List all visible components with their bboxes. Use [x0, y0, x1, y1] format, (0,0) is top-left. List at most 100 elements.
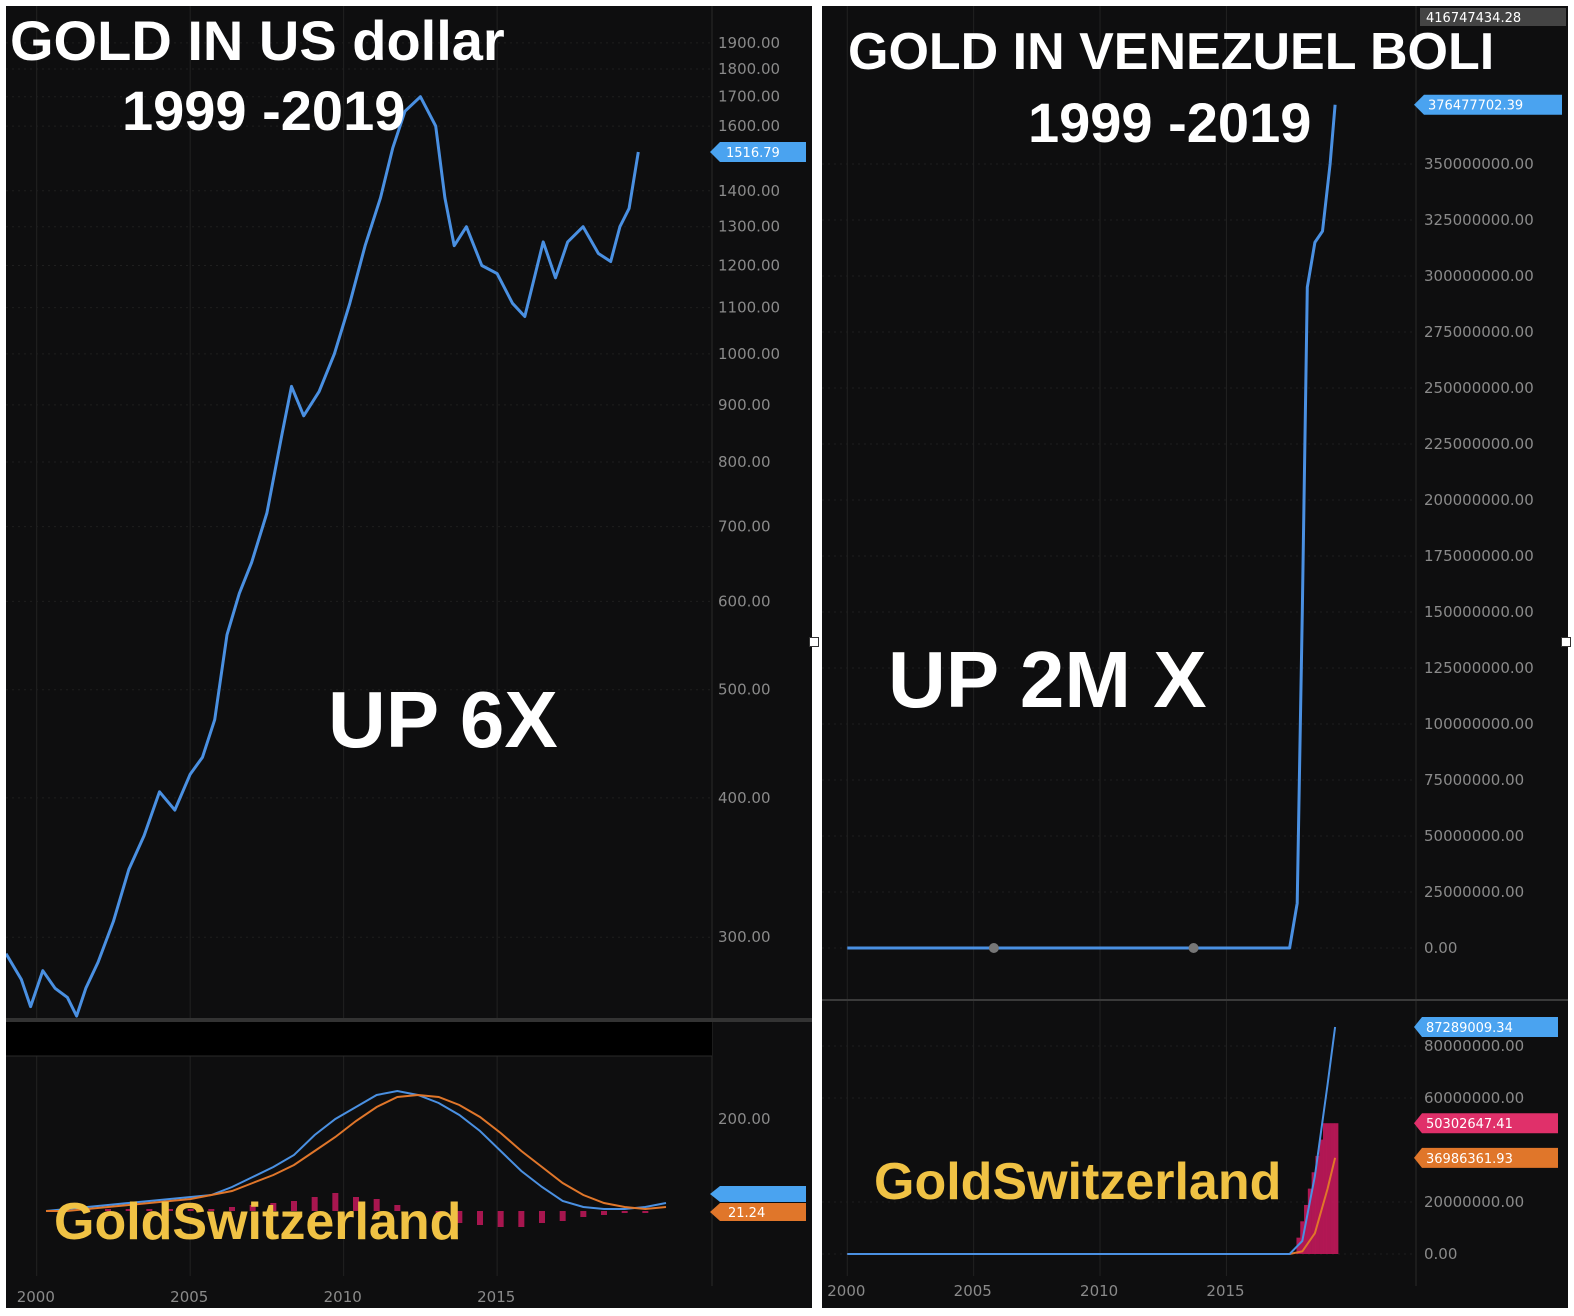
y-tick-label: 300000000.00 — [1424, 267, 1534, 285]
indicator-label: 36986361.93 — [1426, 1152, 1513, 1167]
histogram-bar — [559, 1211, 566, 1221]
y-tick-label: 1100.00 — [718, 299, 780, 317]
y-tick-label: 325000000.00 — [1424, 211, 1534, 229]
top-value-label: 416747434.28 — [1426, 11, 1521, 26]
histogram-bar — [1323, 1123, 1328, 1254]
indicator-badge — [710, 1186, 806, 1202]
vef-gold-chart-panel: 350000000.00 325000000.00 300000000.00 2750… — [822, 6, 1568, 1308]
indicator-label: 50302647.41 — [1426, 1117, 1513, 1132]
y-tick-label: 100000000.00 — [1424, 715, 1534, 733]
histogram-bar — [311, 1197, 318, 1211]
y-tick-label: 0.00 — [1424, 939, 1457, 957]
y-tick-label: 250000000.00 — [1424, 379, 1534, 397]
y-tick-label: 1000.00 — [718, 345, 780, 363]
macd-line — [847, 1026, 1337, 1255]
histogram-bar — [353, 1197, 359, 1211]
histogram-bar — [1315, 1155, 1320, 1254]
indicator-label: 21.24 — [728, 1206, 765, 1221]
usd-gold-chart: 1900.00 1800.00 1700.00 1600.00 1400.00 1300.… — [6, 6, 812, 1306]
histogram-bar — [1311, 1172, 1316, 1254]
indicator-y-tick: 80000000.00 — [1424, 1037, 1524, 1055]
vef-chart-title: GOLD IN VENEZUEL BOLI — [848, 23, 1495, 81]
data-point-marker — [1188, 943, 1199, 953]
histogram-bar — [105, 1209, 111, 1211]
y-tick-label: 200000000.00 — [1424, 491, 1534, 509]
vef-chart-subtitle: 1999 -2019 — [1028, 91, 1312, 154]
indicator-badge — [1414, 1113, 1558, 1134]
price-line — [6, 95, 640, 1018]
y-tick-label: 1700.00 — [718, 88, 780, 106]
histogram-bar — [1334, 1123, 1339, 1254]
histogram-bar — [394, 1205, 401, 1211]
usd-gold-chart-panel: 1900.00 1800.00 1700.00 1600.00 1400.00 1300.… — [6, 6, 812, 1308]
histogram-bar — [601, 1211, 607, 1215]
indicator-y-tick: 200.00 — [718, 1110, 771, 1128]
histogram-bar — [270, 1203, 277, 1211]
x-tick-label: 2000 — [827, 1282, 865, 1300]
x-tick-label: 2005 — [170, 1288, 208, 1306]
histogram-bar — [229, 1207, 235, 1211]
histogram-bar — [456, 1211, 463, 1223]
x-tick-label: 2015 — [477, 1288, 515, 1306]
y-tick-label: 1200.00 — [718, 256, 780, 274]
y-tick-label: 1400.00 — [718, 182, 780, 200]
x-tick-label: 2015 — [1206, 1282, 1244, 1300]
pane-divider — [6, 1018, 812, 1022]
last-price-badge — [1414, 94, 1562, 115]
y-tick-label: 75000000.00 — [1424, 771, 1524, 789]
indicator-badge — [710, 1203, 806, 1221]
macd-line — [45, 1089, 667, 1212]
histogram-bar — [642, 1211, 649, 1213]
y-tick-label: 25000000.00 — [1424, 883, 1524, 901]
usd-annotation: UP 6X — [328, 675, 558, 764]
y-tick-label: 1900.00 — [718, 34, 780, 52]
y-tick-label: 300.00 — [718, 928, 771, 946]
y-tick-label: 150000000.00 — [1424, 603, 1534, 621]
y-tick-label: 1800.00 — [718, 60, 780, 78]
y-tick-label: 400.00 — [718, 789, 771, 807]
usd-watermark: GoldSwitzerland — [54, 1193, 462, 1251]
y-tick-label: 500.00 — [718, 681, 771, 699]
histogram-bar — [332, 1193, 339, 1211]
y-tick-label: 275000000.00 — [1424, 323, 1534, 341]
histogram-bar — [187, 1209, 194, 1211]
histogram-bar — [291, 1201, 297, 1211]
x-tick-label: 2010 — [1080, 1282, 1118, 1300]
indicator-y-tick: 0.00 — [1424, 1245, 1457, 1263]
x-tick-label: 2005 — [954, 1282, 992, 1300]
histogram-bar — [539, 1211, 545, 1223]
indicator-y-tick: 20000000.00 — [1424, 1193, 1524, 1211]
histogram-bar — [497, 1211, 504, 1227]
histogram-bar — [373, 1199, 380, 1211]
usd-chart-title: GOLD IN US dollar — [10, 9, 505, 72]
y-tick-label: 700.00 — [718, 518, 771, 536]
last-price-badge — [710, 141, 806, 162]
data-point-marker — [988, 943, 999, 953]
indicator-badge — [1414, 1017, 1558, 1038]
histogram-bar — [249, 1205, 256, 1211]
x-tick-label: 2010 — [324, 1288, 362, 1306]
histogram-bar — [621, 1211, 628, 1213]
resize-handle[interactable] — [1561, 637, 1571, 647]
y-tick-label: 50000000.00 — [1424, 827, 1524, 845]
histogram-bar — [518, 1211, 525, 1227]
y-tick-label: 225000000.00 — [1424, 435, 1534, 453]
y-tick-label: 175000000.00 — [1424, 547, 1534, 565]
y-tick-label: 350000000.00 — [1424, 155, 1534, 173]
resize-handle[interactable] — [809, 637, 819, 647]
indicator-y-tick: 60000000.00 — [1424, 1089, 1524, 1107]
histogram-bar — [146, 1209, 153, 1211]
y-tick-label: 125000000.00 — [1424, 659, 1534, 677]
histogram-bar — [1326, 1123, 1331, 1254]
histogram-bar — [435, 1211, 442, 1217]
histogram-bar — [477, 1211, 483, 1225]
histogram-bar — [1330, 1123, 1335, 1254]
last-price-label: 376477702.39 — [1428, 99, 1523, 114]
y-tick-label: 1600.00 — [718, 117, 780, 135]
histogram-bar — [125, 1209, 132, 1211]
histogram-bar — [208, 1209, 215, 1211]
usd-chart-subtitle: 1999 -2019 — [122, 79, 406, 142]
histogram-bar — [1307, 1188, 1312, 1254]
last-price-label: 1516.79 — [726, 146, 780, 161]
histogram-bar — [1304, 1204, 1309, 1254]
